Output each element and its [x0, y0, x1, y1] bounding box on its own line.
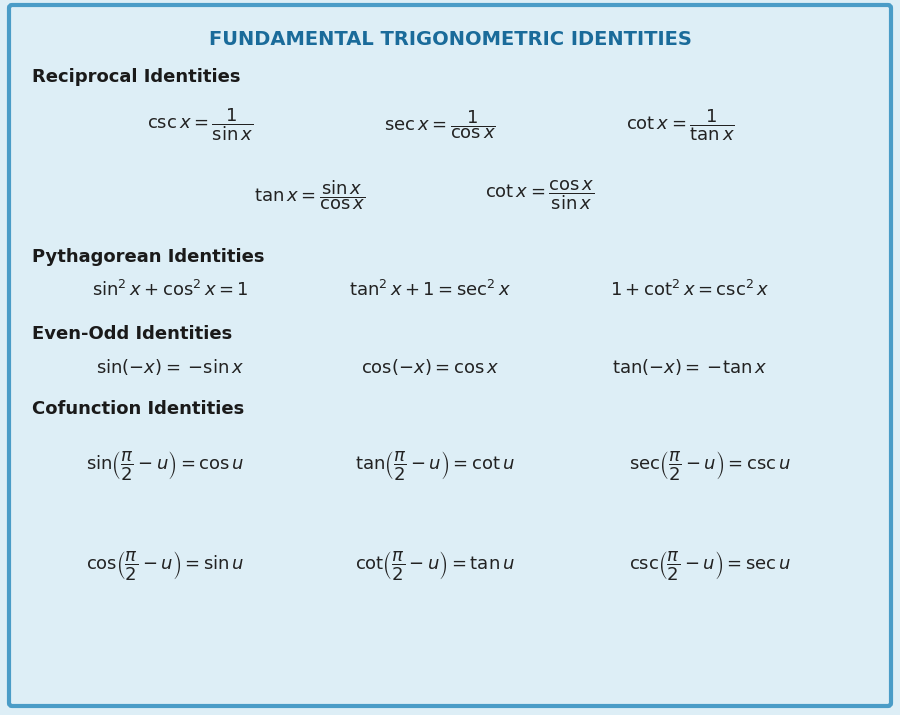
Text: Cofunction Identities: Cofunction Identities — [32, 400, 244, 418]
FancyBboxPatch shape — [9, 5, 891, 706]
Text: $\mathrm{cot}\,x = \dfrac{\cos x}{\sin x}$: $\mathrm{cot}\,x = \dfrac{\cos x}{\sin x… — [485, 178, 595, 212]
Text: $1 + \cot^2 x = \csc^2 x$: $1 + \cot^2 x = \csc^2 x$ — [610, 280, 770, 300]
Text: FUNDAMENTAL TRIGONOMETRIC IDENTITIES: FUNDAMENTAL TRIGONOMETRIC IDENTITIES — [209, 30, 691, 49]
Text: $\cot\!\left(\dfrac{\pi}{2} - u\right) = \tan u$: $\cot\!\left(\dfrac{\pi}{2} - u\right) =… — [355, 548, 515, 581]
Text: Reciprocal Identities: Reciprocal Identities — [32, 68, 240, 86]
Text: Even-Odd Identities: Even-Odd Identities — [32, 325, 232, 343]
Text: $\tan x = \dfrac{\sin x}{\cos x}$: $\tan x = \dfrac{\sin x}{\cos x}$ — [255, 178, 365, 212]
Text: $\sin^2 x + \cos^2 x = 1$: $\sin^2 x + \cos^2 x = 1$ — [92, 280, 248, 300]
Text: $\tan\!\left(\dfrac{\pi}{2} - u\right) = \cot u$: $\tan\!\left(\dfrac{\pi}{2} - u\right) =… — [355, 448, 515, 481]
Text: $\tan^2 x + 1 = \sec^2 x$: $\tan^2 x + 1 = \sec^2 x$ — [349, 280, 511, 300]
Text: $\mathrm{sec}\,x = \dfrac{1}{\cos x}$: $\mathrm{sec}\,x = \dfrac{1}{\cos x}$ — [384, 109, 496, 142]
Text: $\csc\!\left(\dfrac{\pi}{2} - u\right) = \sec u$: $\csc\!\left(\dfrac{\pi}{2} - u\right) =… — [629, 548, 791, 581]
Text: $\sec\!\left(\dfrac{\pi}{2} - u\right) = \csc u$: $\sec\!\left(\dfrac{\pi}{2} - u\right) =… — [629, 448, 791, 481]
Text: $\mathrm{csc}\,x = \dfrac{1}{\sin x}$: $\mathrm{csc}\,x = \dfrac{1}{\sin x}$ — [147, 107, 253, 143]
Text: Pythagorean Identities: Pythagorean Identities — [32, 248, 265, 266]
Text: $\tan(-x) = -\!\tan x$: $\tan(-x) = -\!\tan x$ — [612, 357, 768, 377]
Text: $\cos\!\left(\dfrac{\pi}{2} - u\right) = \sin u$: $\cos\!\left(\dfrac{\pi}{2} - u\right) =… — [86, 548, 244, 581]
Text: $\mathrm{cot}\,x = \dfrac{1}{\tan x}$: $\mathrm{cot}\,x = \dfrac{1}{\tan x}$ — [626, 107, 734, 143]
Text: $\cos(-x) = \cos x$: $\cos(-x) = \cos x$ — [361, 357, 500, 377]
Text: $\sin(-x) = -\!\sin x$: $\sin(-x) = -\!\sin x$ — [95, 357, 244, 377]
Text: $\sin\!\left(\dfrac{\pi}{2} - u\right) = \cos u$: $\sin\!\left(\dfrac{\pi}{2} - u\right) =… — [86, 448, 244, 481]
